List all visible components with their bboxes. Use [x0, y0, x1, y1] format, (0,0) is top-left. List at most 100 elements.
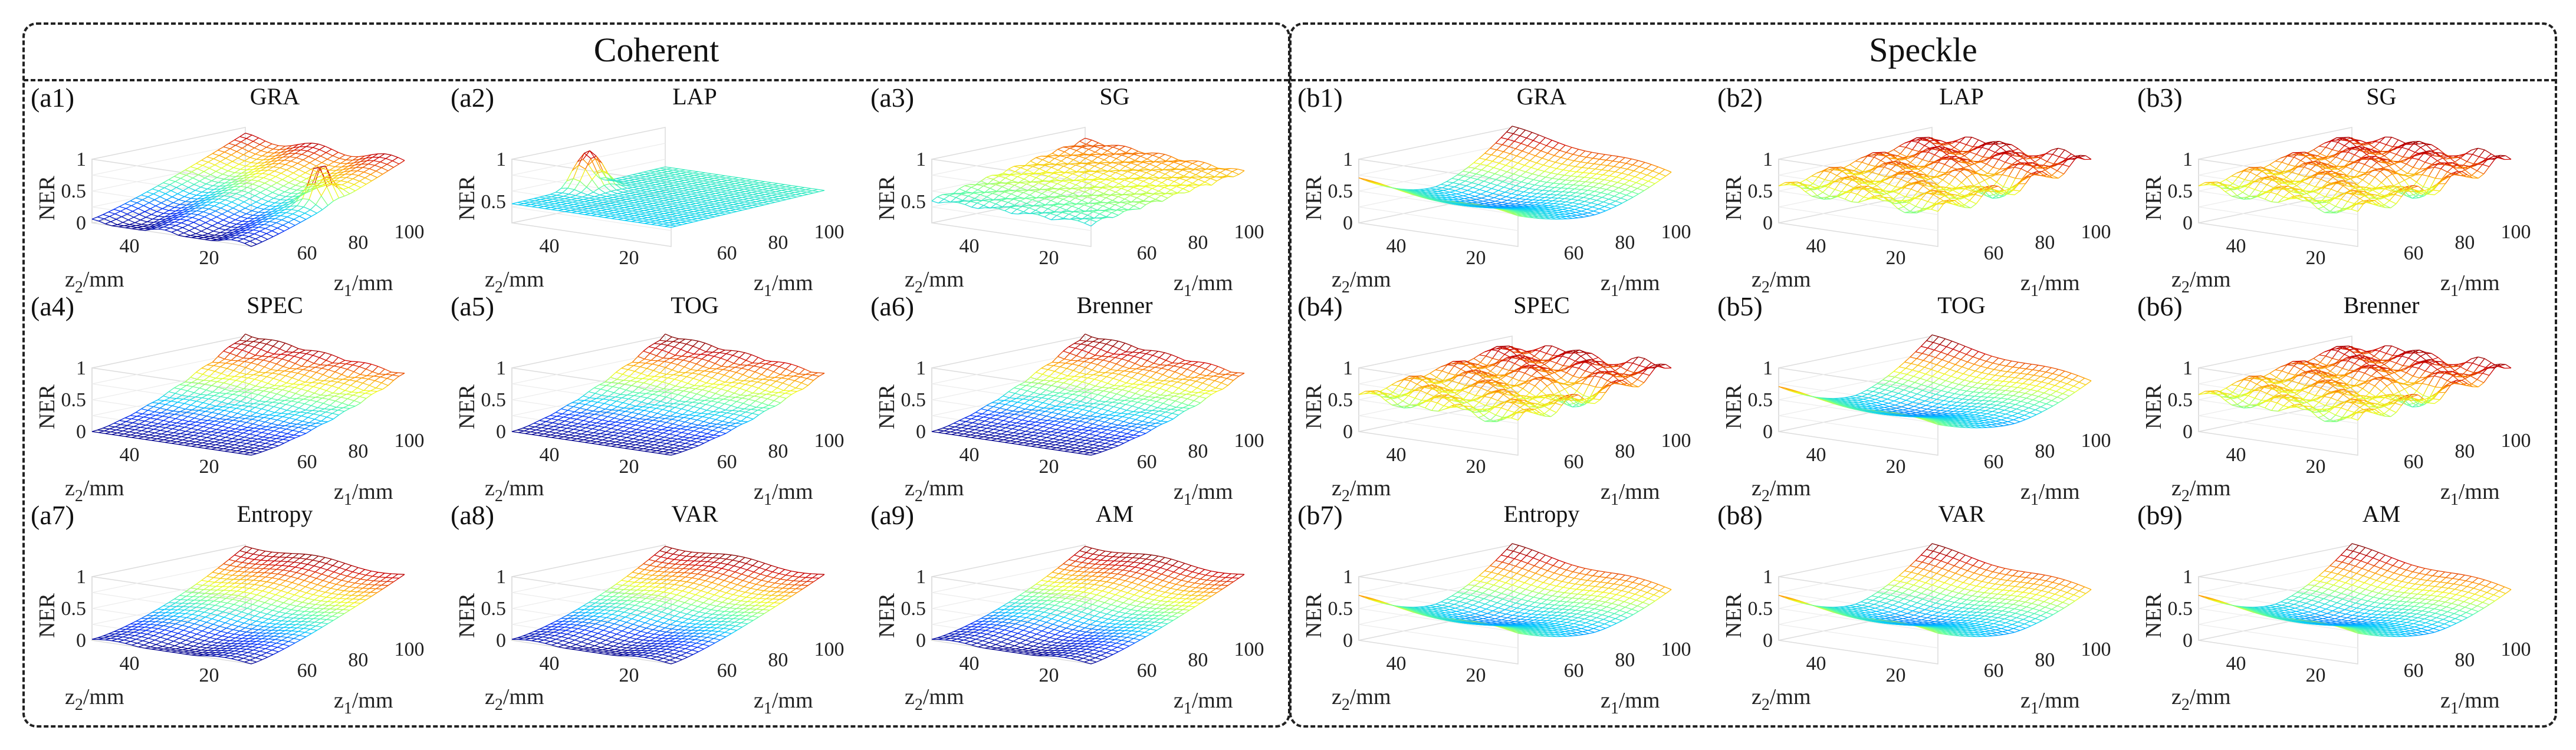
ztick-b8-0: 0	[1763, 630, 1773, 652]
xlabel-a6: z1/mm	[1174, 479, 1233, 509]
ztick-b4-2: 1	[1343, 357, 1353, 379]
xtick-a9-2: 100	[1234, 639, 1264, 660]
surface-plot-b3: 0 0.5 1 NER 20 40 z2/mm 60 80 100 z1/mm	[2141, 127, 2531, 300]
panel-title-a2: LAP	[565, 83, 824, 111]
ytick-a8-1: 40	[540, 653, 560, 675]
xtick-a7-2: 100	[395, 639, 425, 660]
xlabel-a9: z1/mm	[1174, 688, 1233, 718]
panel-a1: (a1) GRA 0 0.5 1 NER 20 40 z2/mm 60 80 100 z1/mm	[27, 83, 447, 300]
zlabel-b1: NER	[1302, 175, 1326, 221]
axes-box-a3	[931, 127, 1092, 247]
surface-mesh-a3	[931, 137, 1245, 227]
panel-tag-b1: (b1)	[1297, 83, 1343, 113]
xlabel-b8: z1/mm	[2020, 688, 2080, 718]
surface-mesh-a5	[511, 333, 825, 456]
xtick-b2-0: 60	[1984, 242, 2004, 264]
ztick-a6-2: 1	[916, 357, 926, 379]
ytick-a9-0: 20	[1039, 665, 1059, 686]
ytick-b6-0: 20	[2306, 456, 2326, 478]
xtick-b2-1: 80	[2035, 232, 2055, 254]
panel-title-b5: TOG	[1832, 291, 2091, 320]
ztick-b2-1: 0.5	[1748, 180, 1773, 202]
ztick-a6-1: 0.5	[901, 389, 926, 411]
ytick-b4-0: 20	[1466, 456, 1486, 478]
zlabel-a6: NER	[875, 384, 899, 429]
panel-title-a3: SG	[985, 83, 1244, 111]
group-title-coherent: Coherent	[24, 29, 1289, 71]
ztick-a1-1: 0.5	[61, 180, 87, 202]
header-divider	[24, 79, 2556, 81]
panel-tag-a8: (a8)	[451, 500, 494, 531]
panel-b9: (b9) AM 0 0.5 1 NER 20 40 z2/mm 60 80 100 z1/mm	[2134, 500, 2554, 718]
xtick-a5-1: 80	[768, 440, 788, 462]
panel-a5: (a5) TOG 0 0.5 1 NER 20 40 z2/mm 60 80 100 z1/mm	[447, 291, 867, 509]
xtick-b5-0: 60	[1984, 451, 2004, 473]
xtick-a3-2: 100	[1234, 221, 1264, 243]
xtick-b1-1: 80	[1615, 232, 1635, 254]
panel-title-a9: AM	[985, 500, 1244, 528]
xtick-a9-1: 80	[1188, 649, 1208, 671]
surface-plot-a7: 0 0.5 1 NER 20 40 z2/mm 60 80 100 z1/mm	[35, 544, 425, 718]
panel-title-a1: GRA	[145, 83, 405, 111]
panel-tag-a2: (a2)	[451, 83, 494, 113]
ytick-a3-0: 20	[1039, 247, 1059, 269]
ylabel-b3: z2/mm	[2171, 267, 2231, 297]
xtick-b7-1: 80	[1615, 649, 1635, 671]
ztick-b6-1: 0.5	[2168, 389, 2193, 411]
ylabel-b1: z2/mm	[1332, 267, 1391, 297]
panel-tag-b3: (b3)	[2137, 83, 2183, 113]
xtick-b3-2: 100	[2501, 221, 2531, 243]
ztick-b6-0: 0	[2183, 421, 2193, 443]
ytick-b8-0: 20	[1886, 665, 1906, 686]
panel-tag-a1: (a1)	[31, 83, 74, 113]
zlabel-b7: NER	[1302, 593, 1326, 638]
xlabel-b4: z1/mm	[1601, 479, 1660, 509]
surface-mesh-a4	[91, 333, 405, 456]
ytick-a4-0: 20	[199, 456, 219, 478]
xtick-a2-2: 100	[814, 221, 845, 243]
panel-title-b7: Entropy	[1412, 500, 1671, 528]
zlabel-b9: NER	[2141, 593, 2166, 638]
ztick-a1-2: 1	[76, 149, 86, 170]
surface-plot-b9: 0 0.5 1 NER 20 40 z2/mm 60 80 100 z1/mm	[2141, 543, 2531, 718]
ztick-b3-0: 0	[2183, 212, 2193, 234]
panel-tag-b8: (b8)	[1717, 500, 1763, 531]
xtick-b4-0: 60	[1564, 451, 1584, 473]
xtick-a8-2: 100	[814, 639, 845, 660]
ytick-b2-0: 20	[1886, 247, 1906, 269]
ztick-a3-1: 1	[916, 149, 926, 170]
xlabel-b6: z1/mm	[2440, 479, 2500, 509]
xtick-b9-2: 100	[2501, 639, 2531, 660]
panel-tag-a4: (a4)	[31, 291, 74, 322]
surface-mesh-a7	[91, 545, 405, 665]
ztick-b5-0: 0	[1763, 421, 1773, 443]
ztick-a8-0: 0	[496, 630, 506, 652]
zlabel-a2: NER	[455, 175, 479, 221]
ylabel-a8: z2/mm	[485, 685, 544, 714]
xtick-a3-1: 80	[1188, 232, 1208, 254]
ytick-a7-1: 40	[120, 653, 140, 675]
ytick-a9-1: 40	[960, 653, 980, 675]
panel-a6: (a6) Brenner 0 0.5 1 NER 20 40 z2/mm 60 80 100 z1/mm	[867, 291, 1287, 509]
ylabel-b2: z2/mm	[1752, 267, 1811, 297]
ztick-b9-2: 1	[2183, 566, 2193, 588]
ztick-b5-1: 0.5	[1748, 389, 1773, 411]
surface-plot-b5: 0 0.5 1 NER 20 40 z2/mm 60 80 100 z1/mm	[1721, 334, 2111, 509]
ylabel-a2: z2/mm	[485, 267, 544, 297]
panel-tag-b5: (b5)	[1717, 291, 1763, 322]
ytick-b9-0: 20	[2306, 665, 2326, 686]
ytick-a4-1: 40	[120, 444, 140, 466]
xtick-a9-0: 60	[1137, 660, 1157, 682]
ztick-b9-1: 0.5	[2168, 598, 2193, 620]
surface-plot-a5: 0 0.5 1 NER 20 40 z2/mm 60 80 100 z1/mm	[455, 333, 845, 509]
ztick-b4-0: 0	[1343, 421, 1353, 443]
ytick-b8-1: 40	[1806, 653, 1826, 675]
ytick-a5-0: 20	[619, 456, 639, 478]
panel-tag-a9: (a9)	[870, 500, 914, 531]
panel-a4: (a4) SPEC 0 0.5 1 NER 20 40 z2/mm 60 80 100 z1/mm	[27, 291, 447, 509]
speckle-group-frame	[1289, 22, 2557, 728]
xlabel-b9: z1/mm	[2440, 688, 2500, 718]
xlabel-b7: z1/mm	[1601, 688, 1660, 718]
zlabel-a5: NER	[455, 384, 479, 429]
panel-b6: (b6) Brenner 0 0.5 1 NER 20 40 z2/mm 60 80 100 z1/mm	[2134, 291, 2554, 509]
